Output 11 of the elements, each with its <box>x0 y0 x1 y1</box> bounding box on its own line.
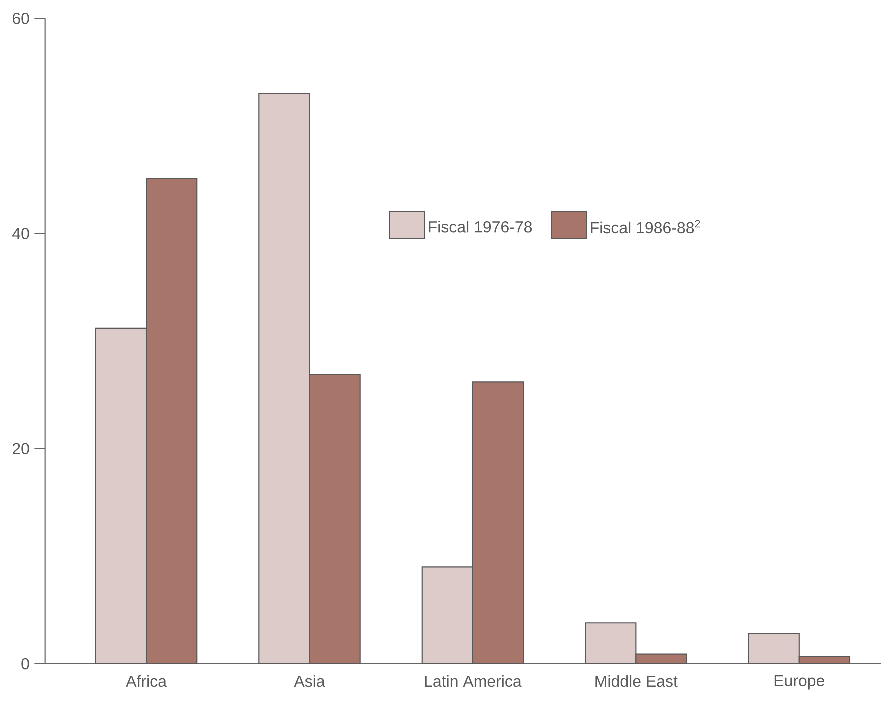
legend-label: Fiscal 1976-78 <box>429 221 532 233</box>
y-tick-label: 60 <box>12 13 30 24</box>
x-tick-label: Asia <box>294 675 326 688</box>
x-tick-label: Africa <box>126 675 167 688</box>
x-tick-label: Europe <box>774 675 824 690</box>
y-tick-label: 0 <box>22 658 30 670</box>
x-tick-label: Latin America <box>425 675 522 688</box>
y-tick-label: 20 <box>12 443 30 455</box>
x-tick-label: Middle East <box>596 675 678 688</box>
legend-label: Fiscal 1986-88$^{2}$ <box>591 220 700 234</box>
y-tick-label: 40 <box>12 228 30 240</box>
